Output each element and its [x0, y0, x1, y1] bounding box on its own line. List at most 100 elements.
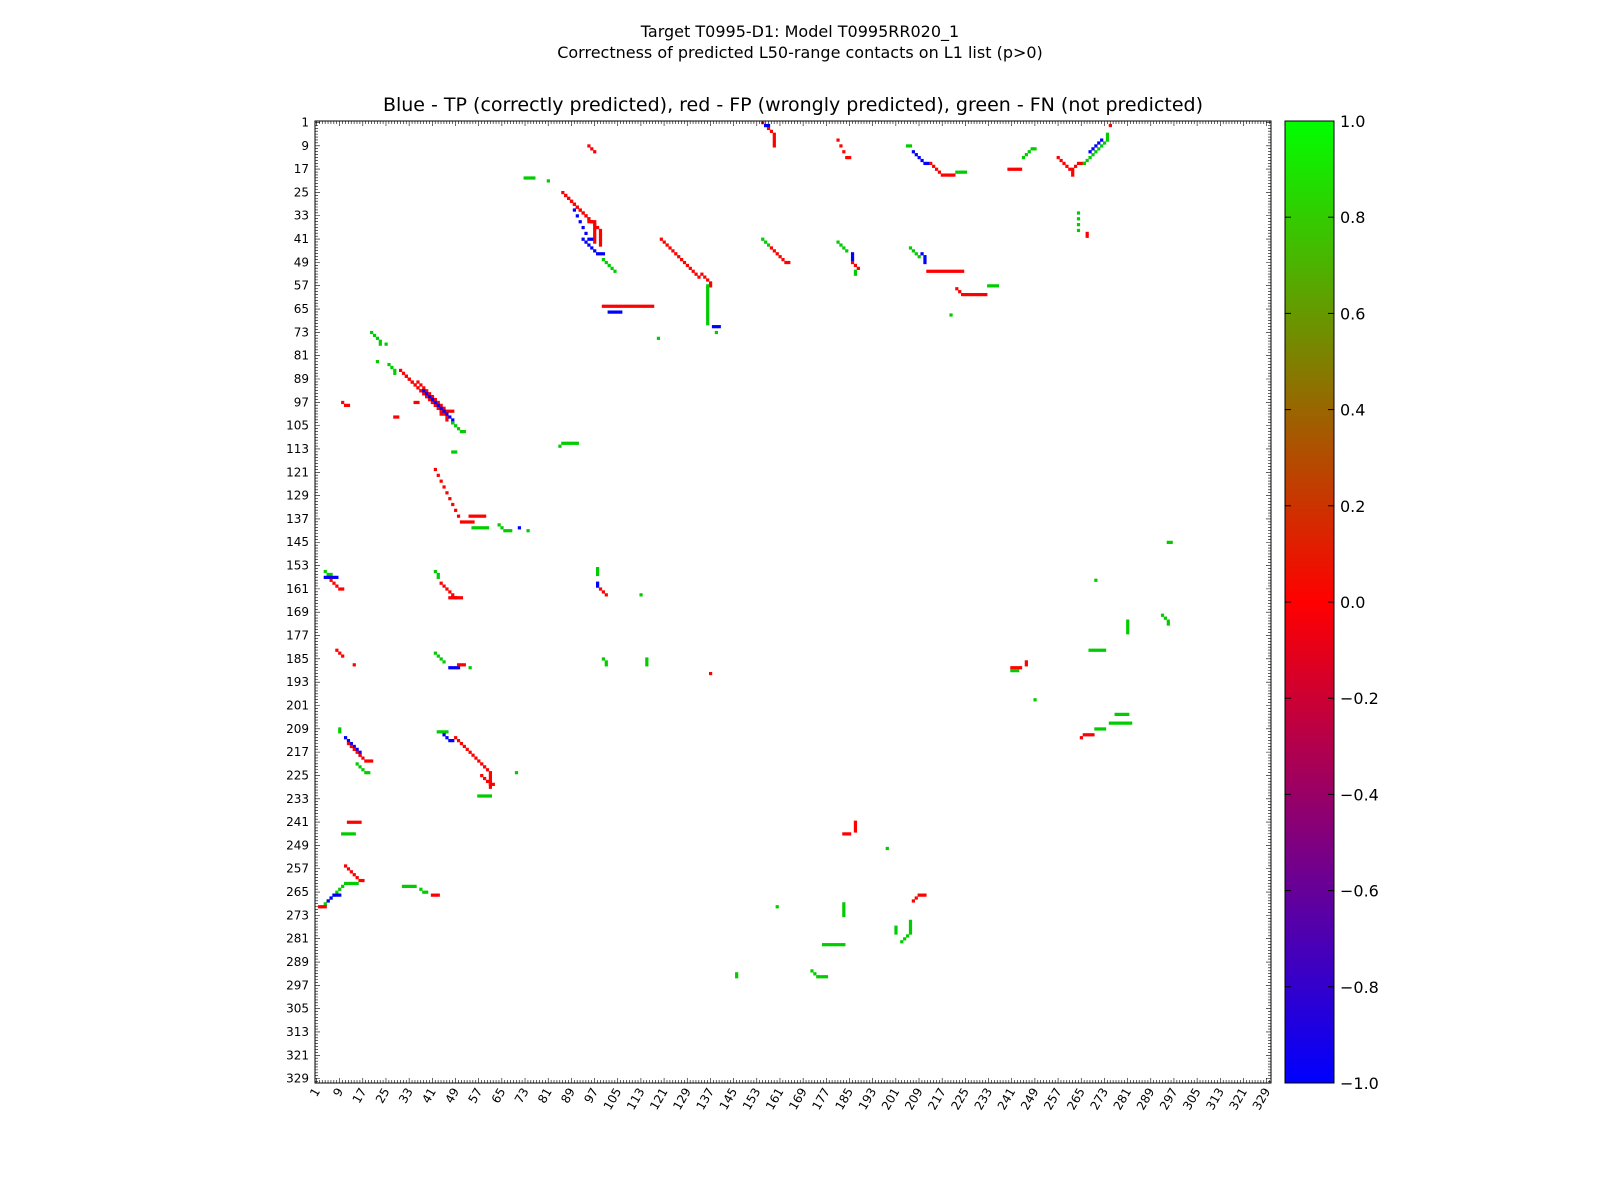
contact-cell-fn: [477, 794, 481, 798]
contact-cell-fn: [830, 943, 834, 947]
contact-cell-fn: [894, 931, 898, 935]
contact-cell-tp: [911, 150, 915, 154]
contact-cell-fn: [526, 176, 530, 180]
contact-cell-fn: [364, 771, 368, 775]
contact-cell-tp: [456, 666, 461, 670]
contact-cell-tp: [352, 744, 356, 749]
contact-cell-fn: [352, 832, 356, 836]
contact-cell-fn: [764, 240, 768, 244]
contact-cell-fn: [569, 441, 574, 445]
contact-cell-fp: [454, 596, 458, 600]
colorbar-tick-label: 1.0: [1340, 112, 1365, 131]
contact-cell-fp: [845, 155, 849, 160]
contact-cell-fp: [451, 409, 455, 413]
contact-cell-fn: [375, 360, 380, 364]
x-tick-label: 313: [1203, 1086, 1227, 1113]
contact-cell-fp: [952, 269, 956, 273]
contact-cell-fn: [503, 529, 507, 533]
contact-cell-fp: [474, 756, 478, 760]
y-tick-label: 225: [286, 768, 309, 782]
contact-cell-fp: [462, 744, 466, 749]
contact-cell-fn: [1100, 648, 1104, 652]
contact-cell-tp: [923, 161, 927, 166]
contact-cell-fn: [813, 972, 817, 976]
y-tick-label: 41: [294, 232, 309, 246]
y-tick-label: 321: [286, 1048, 309, 1062]
contact-cell-fn: [706, 298, 710, 303]
contact-cell-fn: [761, 237, 765, 241]
contact-cell-fp: [439, 581, 443, 585]
contact-cell-fp: [393, 415, 397, 419]
x-tick-label: 177: [809, 1086, 833, 1113]
contact-cell-fn: [459, 430, 464, 434]
contact-cell-fn: [370, 330, 374, 335]
contact-cell-fp: [320, 905, 324, 909]
contact-cell-fn: [1097, 147, 1101, 151]
contact-cell-fp: [352, 663, 356, 667]
contact-cell-fp: [416, 380, 420, 384]
contact-cell-fp: [590, 147, 594, 151]
contact-cell-fp: [929, 269, 933, 273]
contact-cell-fn: [995, 284, 999, 288]
contact-cell-tp: [433, 400, 437, 405]
contact-cell-fn: [596, 567, 600, 571]
contact-cell-fp: [488, 779, 493, 784]
contact-cell-fn: [775, 905, 779, 909]
x-tick-label: 65: [489, 1086, 509, 1106]
contact-cell-fp: [587, 144, 591, 148]
x-tick-label: 289: [1134, 1086, 1158, 1113]
contact-cell-fn: [914, 252, 918, 256]
contact-cell-fn: [1102, 727, 1107, 731]
contact-cell-tp: [575, 214, 579, 218]
contact-cell-fp: [601, 590, 605, 594]
contact-cell-fn: [439, 657, 443, 661]
contact-cell-fp: [451, 596, 455, 600]
contact-cell-fp: [978, 292, 982, 297]
y-tick-label: 273: [286, 908, 309, 922]
contact-cell-fn: [526, 529, 530, 533]
contact-cell-fp: [651, 304, 655, 308]
contact-cell-fn: [343, 881, 348, 886]
contact-cell-fp: [430, 395, 435, 399]
contact-cell-fn: [433, 651, 437, 655]
contact-cell-fn: [842, 902, 846, 906]
x-tick-label: 209: [902, 1086, 926, 1113]
contact-cell-fp: [853, 823, 858, 827]
contact-cell-fp: [335, 648, 339, 652]
contact-cell-fp: [448, 596, 452, 600]
contact-cell-fn: [387, 362, 391, 367]
contact-cell-fp: [1016, 666, 1020, 670]
contact-cell-fp: [430, 893, 435, 897]
contact-cell-fp: [459, 520, 464, 524]
contact-cell-fn: [436, 575, 440, 579]
contact-cell-tp: [616, 310, 620, 314]
contact-cell-fp: [358, 753, 362, 757]
contact-cell-fp: [781, 258, 785, 262]
contact-cell-fp: [454, 508, 458, 512]
contact-cell-fn: [1163, 616, 1168, 620]
y-tick-label: 113: [286, 442, 309, 456]
contact-cell-tp: [711, 325, 716, 329]
contact-cell-fn: [462, 430, 466, 434]
x-tick-label: 281: [1111, 1086, 1135, 1113]
contact-cell-fn: [401, 884, 406, 888]
contact-cell-fp: [940, 173, 944, 177]
contact-cell-fp: [445, 491, 449, 495]
contact-cell-tp: [346, 739, 351, 743]
contact-cell-fn: [1102, 141, 1107, 145]
contact-cell-tp: [454, 666, 458, 670]
x-tick-label: 57: [466, 1086, 486, 1106]
contact-cell-fp: [488, 776, 493, 781]
contact-cell-fn: [706, 307, 710, 311]
contact-cell-fn: [706, 304, 710, 308]
contact-cell-fp: [456, 663, 461, 667]
contact-cell-fn: [706, 290, 710, 294]
contact-cell-fn: [436, 572, 440, 577]
contact-cell-fp: [598, 234, 603, 238]
x-tick-label: 185: [833, 1086, 857, 1113]
contact-cell-fn: [422, 890, 426, 894]
contact-cell-tp: [517, 526, 521, 530]
contact-cell-fp: [648, 304, 652, 308]
x-tick-label: 121: [647, 1086, 671, 1113]
